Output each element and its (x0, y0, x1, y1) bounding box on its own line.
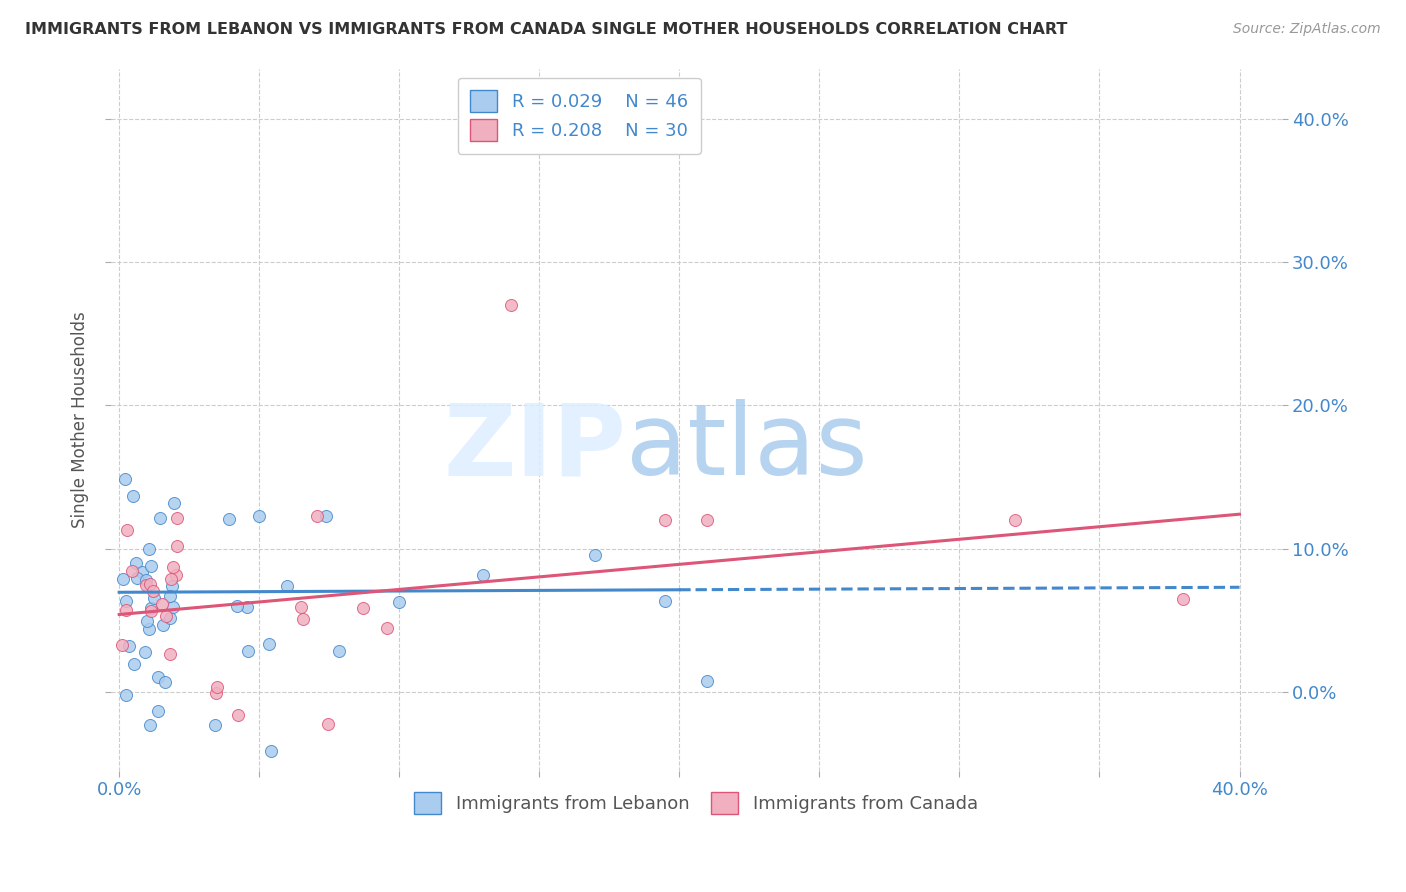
Point (388, 595, 411, 609)
Point (149, 511, 172, 525)
Point (247, 509, 270, 524)
Point (1173, 591, 1195, 606)
Text: Source: ZipAtlas.com: Source: ZipAtlas.com (1233, 22, 1381, 37)
Point (139, 717, 162, 731)
Point (160, 572, 183, 586)
Point (138, 623, 160, 637)
Point (352, 601, 374, 615)
Point (166, 539, 188, 553)
Point (305, 509, 328, 524)
Point (146, 670, 169, 684)
Point (115, 523, 138, 537)
Point (375, 621, 398, 635)
Y-axis label: Single Mother Households: Single Mother Households (72, 311, 89, 528)
Point (583, 548, 606, 562)
Legend: Immigrants from Lebanon, Immigrants from Canada: Immigrants from Lebanon, Immigrants from… (404, 781, 988, 825)
Point (1004, 513, 1026, 527)
Point (160, 579, 183, 593)
Point (290, 600, 312, 615)
Point (115, 688, 138, 702)
Point (236, 599, 259, 614)
Point (226, 707, 249, 722)
Point (139, 604, 162, 618)
Point (138, 542, 160, 557)
Point (134, 645, 156, 659)
Point (139, 576, 162, 591)
Point (150, 795, 173, 809)
Point (111, 638, 134, 652)
Point (155, 609, 177, 624)
Point (238, 644, 260, 658)
Point (131, 566, 153, 580)
Point (472, 568, 495, 582)
Point (122, 657, 145, 671)
Point (328, 644, 350, 658)
Point (153, 675, 176, 690)
Point (118, 640, 141, 654)
Point (139, 601, 162, 615)
Point (114, 593, 136, 607)
Point (260, 744, 283, 758)
Point (127, 571, 149, 585)
Point (146, 704, 169, 718)
Point (501, 298, 523, 312)
Point (112, 572, 135, 586)
Point (205, 680, 228, 694)
Point (276, 579, 298, 593)
Point (257, 637, 280, 651)
Point (696, 513, 718, 527)
Point (122, 489, 145, 503)
Point (159, 647, 181, 661)
Point (125, 556, 148, 570)
Point (142, 591, 165, 606)
Point (165, 567, 187, 582)
Point (162, 560, 184, 574)
Point (135, 573, 157, 587)
Point (121, 564, 143, 578)
Point (218, 512, 240, 526)
Point (114, 603, 136, 617)
Point (141, 559, 163, 574)
Point (150, 597, 173, 611)
Text: ZIP: ZIP (443, 400, 626, 496)
Point (316, 716, 339, 731)
Point (114, 472, 136, 486)
Text: atlas: atlas (626, 400, 868, 496)
Point (142, 583, 165, 598)
Point (135, 578, 157, 592)
Point (225, 599, 247, 613)
Point (152, 617, 174, 632)
Point (204, 718, 226, 732)
Point (654, 594, 676, 608)
Text: IMMIGRANTS FROM LEBANON VS IMMIGRANTS FROM CANADA SINGLE MOTHER HOUSEHOLDS CORRE: IMMIGRANTS FROM LEBANON VS IMMIGRANTS FR… (25, 22, 1067, 37)
Point (291, 612, 314, 626)
Point (205, 686, 228, 700)
Point (162, 600, 184, 615)
Point (166, 510, 188, 524)
Point (159, 611, 181, 625)
Point (654, 513, 676, 527)
Point (696, 673, 718, 688)
Point (315, 509, 337, 524)
Point (135, 614, 157, 628)
Point (159, 590, 181, 604)
Point (163, 496, 186, 510)
